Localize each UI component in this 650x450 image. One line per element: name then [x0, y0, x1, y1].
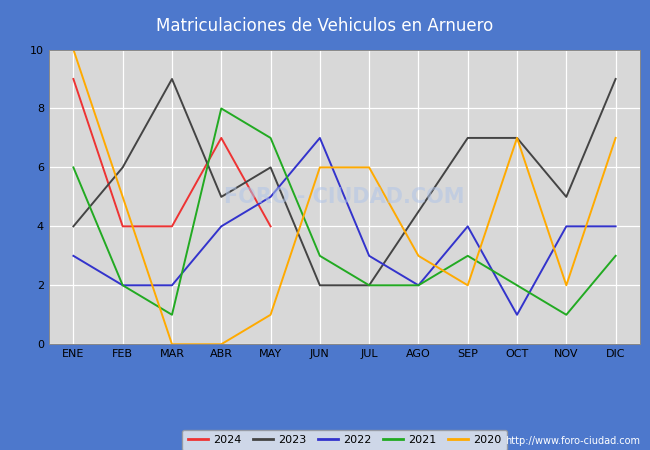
Legend: 2024, 2023, 2022, 2021, 2020: 2024, 2023, 2022, 2021, 2020	[182, 430, 507, 450]
Text: FORO - CIUDAD.COM: FORO - CIUDAD.COM	[224, 187, 465, 207]
Text: Matriculaciones de Vehiculos en Arnuero: Matriculaciones de Vehiculos en Arnuero	[157, 17, 493, 35]
Text: http://www.foro-ciudad.com: http://www.foro-ciudad.com	[505, 436, 640, 446]
